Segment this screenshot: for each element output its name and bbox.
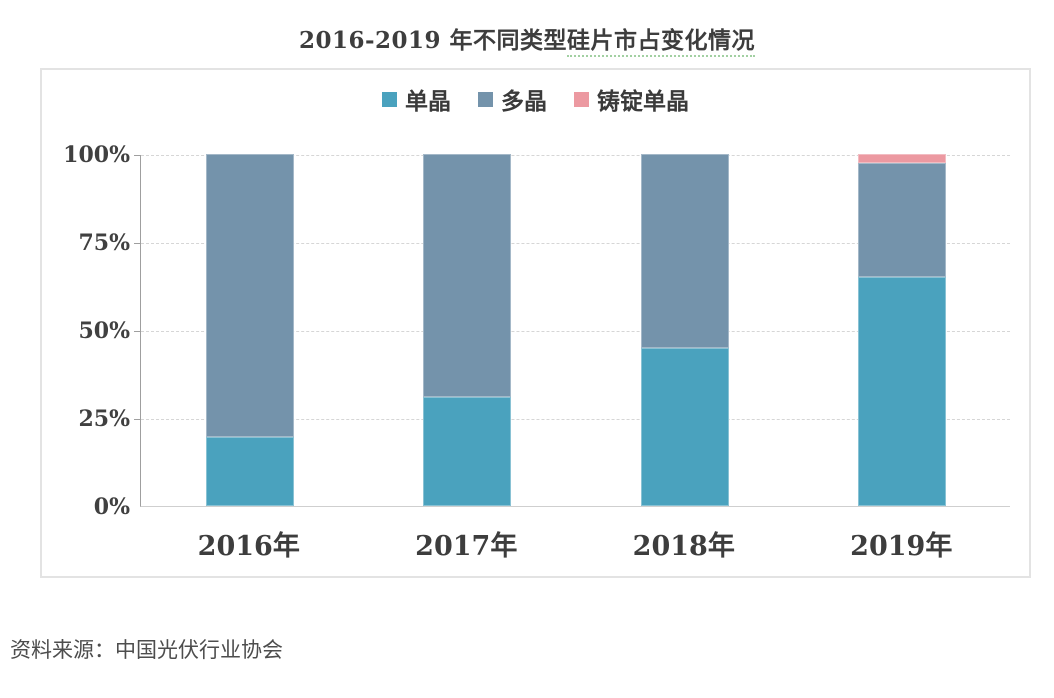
y-tick-mark [134, 155, 141, 156]
x-tick-label: 2016年 [197, 531, 300, 562]
bar-segment-多晶 [423, 154, 512, 397]
bar-segment-单晶 [205, 437, 294, 506]
bar-segment-多晶 [640, 154, 729, 348]
chart-legend: 单晶 多晶 铸锭单晶 [42, 82, 1029, 116]
x-tick-label: 2018年 [632, 531, 735, 562]
gridline [141, 419, 1010, 420]
legend-item: 单晶 [382, 82, 451, 116]
chart-title-part1: 2016-2019 年不同类型 [298, 27, 568, 54]
legend-item: 多晶 [478, 82, 547, 116]
y-tick-label: 0% [93, 494, 130, 520]
legend-label: 多晶 [501, 88, 547, 115]
bar-segment-铸锭单晶 [858, 154, 947, 163]
y-tick-mark [134, 243, 141, 244]
legend-label: 单晶 [405, 88, 451, 115]
y-tick-mark [134, 331, 141, 332]
bar-segment-单晶 [423, 396, 512, 506]
source-note: 资料来源：中国光伏行业协会 [10, 639, 283, 662]
plot-area [134, 154, 1010, 507]
bar-segment-多晶 [205, 154, 294, 438]
stacked-bar-2018年 [640, 154, 729, 506]
bar-segment-单晶 [858, 277, 947, 506]
y-tick-label: 25% [78, 406, 130, 432]
legend-swatch-icon [382, 91, 397, 107]
legend-swatch-icon [478, 91, 493, 107]
legend-item: 铸锭单晶 [574, 82, 689, 116]
y-tick-label: 50% [78, 318, 130, 344]
chart-frame: 单晶 多晶 铸锭单晶 0% 25% 50% 75% 100% 2016年 2017年 2018年… [40, 68, 1031, 578]
y-tick-label: 75% [78, 230, 130, 256]
stacked-bar-2017年 [423, 154, 512, 506]
y-tick-label: 100% [63, 142, 130, 168]
x-tick-label: 2019年 [850, 531, 953, 562]
gridline [141, 155, 1010, 156]
gridline [141, 331, 1010, 332]
stacked-bar-2016年 [205, 154, 294, 506]
chart-title-part2: 硅片市占变化情况 [567, 27, 756, 57]
bar-segment-单晶 [640, 347, 729, 506]
stacked-bar-2019年 [858, 154, 947, 506]
y-tick-mark [134, 419, 141, 420]
bar-segment-多晶 [858, 162, 947, 278]
chart-title: 2016-2019 年不同类型硅片市占变化情况 [0, 21, 1054, 57]
gridline [141, 243, 1010, 244]
legend-swatch-icon [574, 91, 589, 107]
legend-label: 铸锭单晶 [597, 88, 689, 115]
x-tick-label: 2017年 [415, 531, 518, 562]
